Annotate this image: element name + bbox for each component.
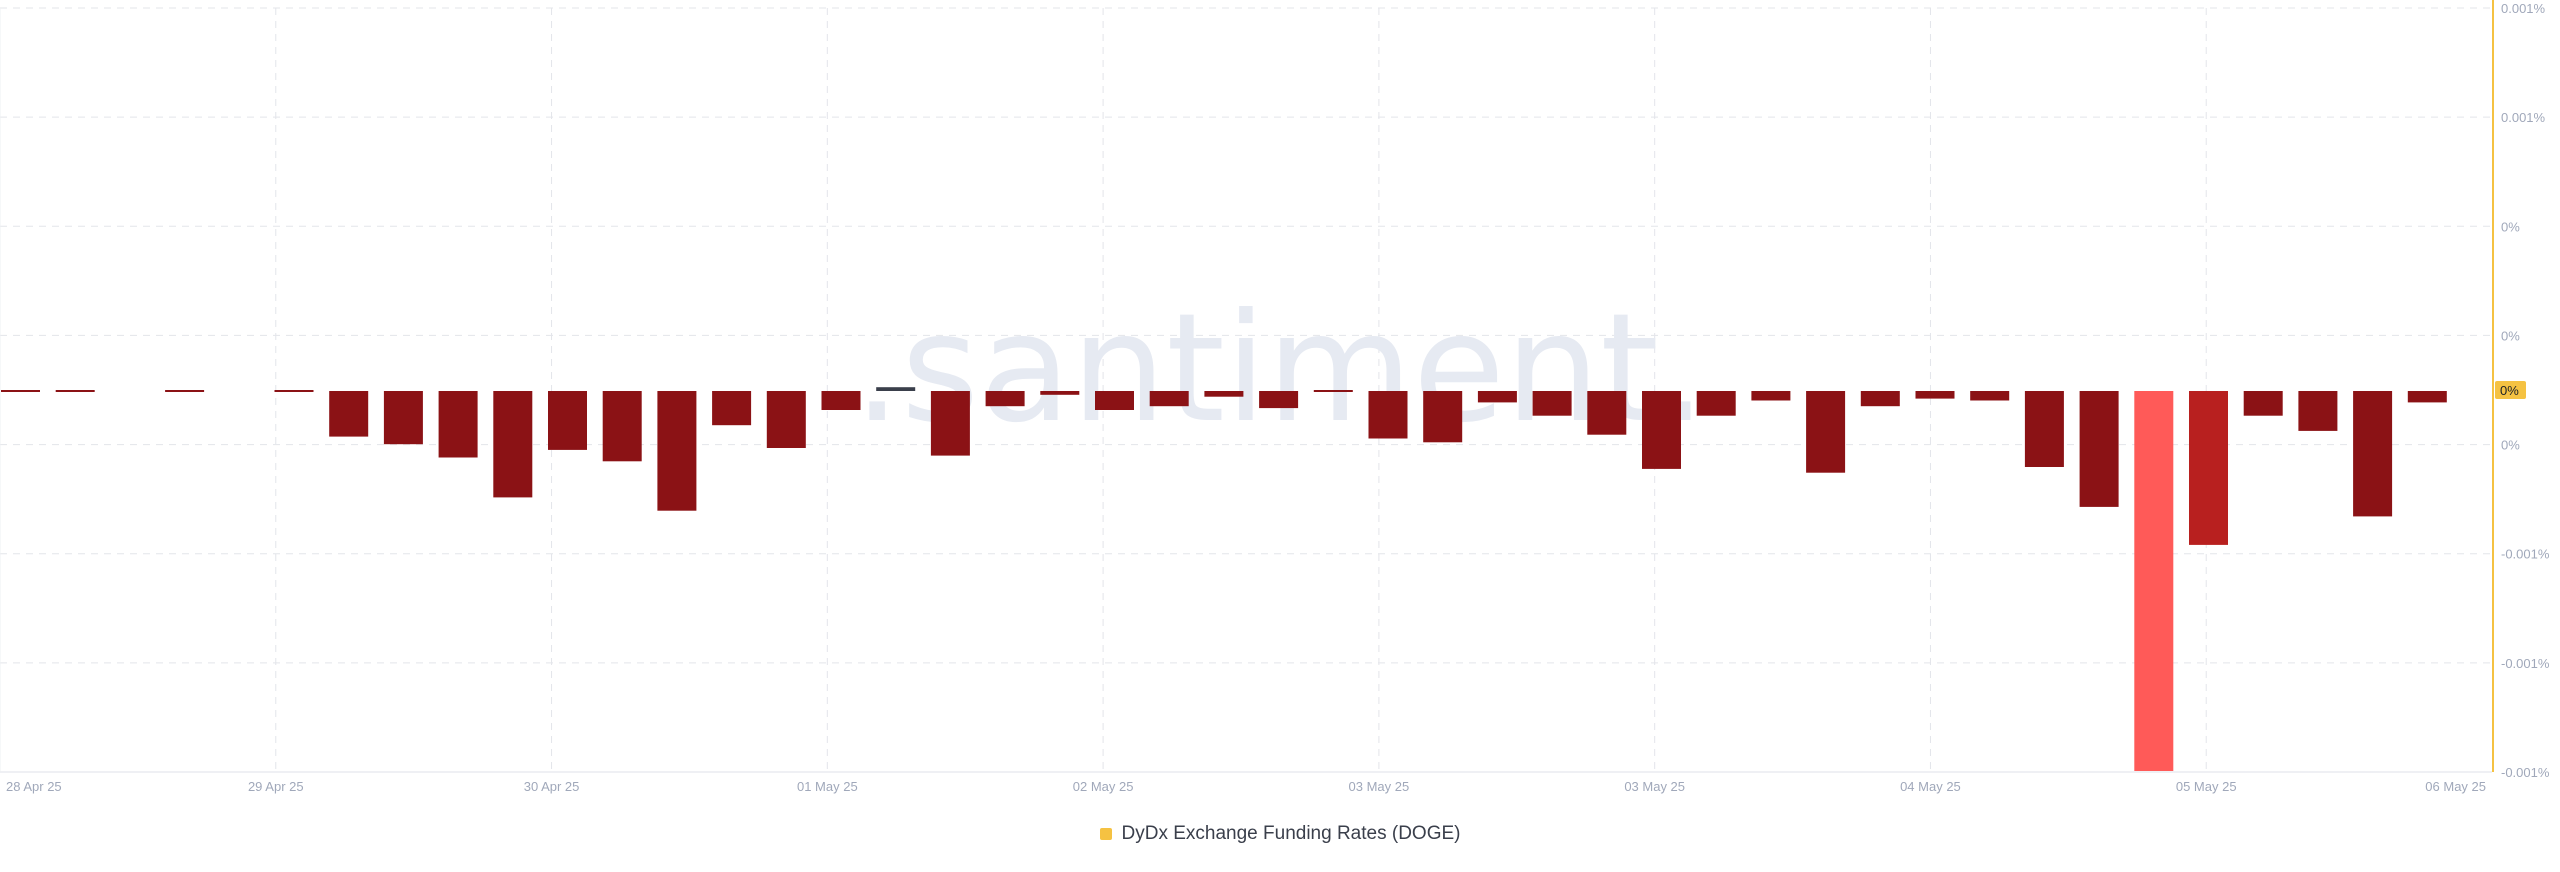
- bar[interactable]: [2079, 391, 2119, 507]
- legend-label: DyDx Exchange Funding Rates (DOGE): [1121, 823, 1461, 844]
- bar[interactable]: [1, 390, 40, 392]
- y-tick-label: 0.001%: [2501, 1, 2546, 16]
- y-tick-label: -0.001%: [2501, 765, 2550, 780]
- legend[interactable]: DyDx Exchange Funding Rates (DOGE): [0, 820, 2560, 848]
- bar[interactable]: [1149, 391, 1189, 407]
- bar[interactable]: [1204, 391, 1244, 397]
- bar[interactable]: [821, 391, 861, 410]
- bar[interactable]: [2407, 391, 2447, 403]
- bar[interactable]: [602, 391, 642, 462]
- bar[interactable]: [930, 391, 970, 456]
- bar[interactable]: [1970, 391, 2010, 401]
- bar[interactable]: [329, 391, 369, 437]
- bar[interactable]: [712, 391, 752, 426]
- bar[interactable]: [2353, 391, 2393, 517]
- bar[interactable]: [2134, 391, 2174, 771]
- x-tick-label: 04 May 25: [1900, 779, 1961, 794]
- x-tick-label: 05 May 25: [2176, 779, 2237, 794]
- bar[interactable]: [438, 391, 478, 458]
- bar[interactable]: [1532, 391, 1572, 416]
- bar[interactable]: [1642, 391, 1681, 469]
- bar[interactable]: [1040, 391, 1080, 395]
- y-tick-label: 0%: [2501, 219, 2520, 234]
- y-axis: 0.001% 0.001% 0% 0% 0% -0.001% -0.001% -0.001% 0…: [2492, 0, 2550, 780]
- bar[interactable]: [2189, 391, 2228, 545]
- bar[interactable]: [165, 390, 205, 392]
- bar[interactable]: [876, 387, 916, 391]
- bar[interactable]: [1368, 391, 1408, 439]
- x-tick-label: 06 May 25: [2425, 779, 2486, 794]
- bar[interactable]: [1860, 391, 1900, 407]
- bar[interactable]: [1587, 391, 1627, 435]
- bar[interactable]: [1095, 391, 1134, 410]
- bar[interactable]: [2243, 391, 2283, 416]
- y-tick-label: 0%: [2501, 328, 2520, 343]
- bars: [1, 387, 2447, 771]
- x-axis: 28 Apr 25 29 Apr 25 30 Apr 25 01 May 25 02 M…: [6, 779, 2486, 794]
- x-tick-label: 02 May 25: [1073, 779, 1134, 794]
- bar[interactable]: [1477, 391, 1517, 403]
- y-tick-label: 0%: [2501, 438, 2520, 453]
- watermark: .santiment.: [853, 282, 1706, 456]
- y-tick-label: -0.001%: [2501, 547, 2550, 562]
- x-tick-label: 03 May 25: [1624, 779, 1685, 794]
- bar[interactable]: [1806, 391, 1846, 473]
- bar[interactable]: [274, 390, 314, 392]
- bar[interactable]: [1423, 391, 1463, 443]
- bar[interactable]: [657, 391, 697, 511]
- y-tick-label: 0.001%: [2501, 110, 2546, 125]
- y-tick-label: -0.001%: [2501, 656, 2550, 671]
- bar[interactable]: [1751, 391, 1791, 401]
- bar[interactable]: [766, 391, 806, 448]
- current-value-label: 0%: [2500, 383, 2519, 398]
- bar[interactable]: [55, 390, 95, 392]
- x-tick-label: 29 Apr 25: [248, 779, 304, 794]
- x-tick-label: 01 May 25: [797, 779, 858, 794]
- legend-swatch: [1099, 828, 1112, 840]
- bar[interactable]: [1696, 391, 1736, 416]
- bar[interactable]: [493, 391, 533, 498]
- bar[interactable]: [985, 391, 1025, 407]
- x-tick-label: 03 May 25: [1349, 779, 1410, 794]
- bar[interactable]: [1313, 390, 1353, 392]
- bar[interactable]: [1915, 391, 1955, 399]
- bar[interactable]: [383, 391, 423, 445]
- bar[interactable]: [1259, 391, 1299, 409]
- x-tick-label: 30 Apr 25: [524, 779, 580, 794]
- bar[interactable]: [2024, 391, 2064, 467]
- bar[interactable]: [2298, 391, 2338, 431]
- x-tick-label: 28 Apr 25: [6, 779, 62, 794]
- bar[interactable]: [548, 391, 587, 450]
- current-value-badge: [2495, 381, 2526, 399]
